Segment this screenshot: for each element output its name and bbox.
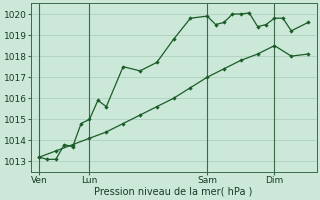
X-axis label: Pression niveau de la mer( hPa ): Pression niveau de la mer( hPa ) xyxy=(94,187,253,197)
